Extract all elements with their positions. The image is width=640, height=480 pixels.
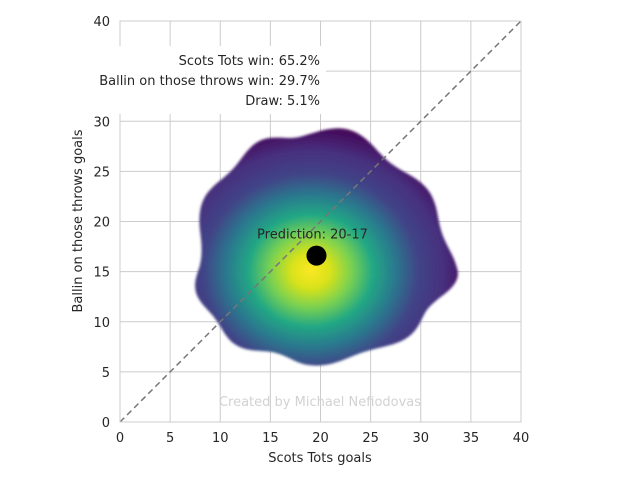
outcome-box-background: [78, 46, 326, 114]
x-tick-label: 5: [166, 431, 174, 446]
watermark: Created by Michael Nefiodovas: [219, 395, 421, 410]
y-tick-label: 20: [93, 216, 110, 231]
y-axis-label: Ballin on those throws goals: [71, 129, 86, 312]
x-tick-label: 0: [116, 431, 124, 446]
y-tick-label: 15: [93, 266, 110, 281]
y-tick-label: 10: [93, 316, 110, 331]
x-tick-label: 40: [513, 431, 530, 446]
home-win-probability: Scots Tots win: 65.2%: [179, 54, 320, 69]
y-tick-label: 40: [93, 15, 110, 30]
axes-border: [119, 20, 522, 423]
diagonal-reference-line: [119, 20, 522, 423]
away-win-probability: Ballin on those throws win: 29.7%: [99, 74, 320, 89]
x-tick-label: 15: [262, 431, 279, 446]
y-tick-label: 5: [102, 366, 110, 381]
x-tick-label: 10: [212, 431, 229, 446]
density-layer: [195, 128, 458, 366]
y-tick-label: 0: [102, 416, 110, 431]
prediction-marker: [306, 245, 327, 266]
x-tick-label: 30: [412, 431, 429, 446]
x-axis-label: Scots Tots goals: [268, 451, 372, 466]
draw-probability: Draw: 5.1%: [245, 94, 320, 109]
outcome-box: Scots Tots win: 65.2% Ballin on those th…: [78, 46, 326, 114]
y-tick-label: 25: [93, 165, 110, 180]
x-tick-label: 20: [312, 431, 329, 446]
density-region: [195, 128, 458, 366]
y-tick-label: 30: [93, 115, 110, 130]
axis-frame: [119, 20, 522, 423]
prediction-label: Prediction: 20-17: [257, 228, 368, 243]
x-tick-label: 25: [362, 431, 379, 446]
x-tick-label: 35: [463, 431, 480, 446]
x-tick-labels: 0 5 10 15 20 25 30 35 40: [116, 431, 529, 446]
